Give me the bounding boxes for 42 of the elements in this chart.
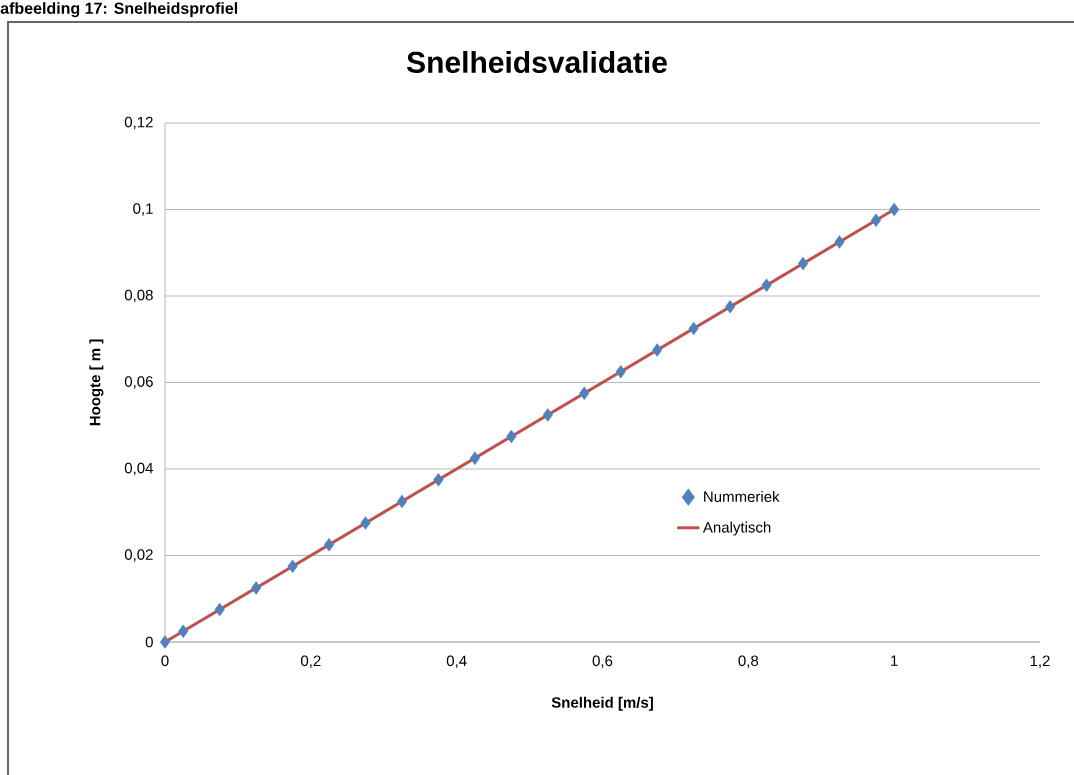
point bbox=[834, 235, 845, 249]
point bbox=[433, 473, 444, 487]
point bbox=[214, 602, 225, 617]
x-tick-label: 0 bbox=[161, 655, 169, 667]
y-tick-label: 0,1 bbox=[133, 203, 153, 216]
x-tick-label: 1 bbox=[891, 655, 898, 666]
point bbox=[159, 635, 171, 649]
legend-label: Nummeriek bbox=[704, 490, 780, 502]
point bbox=[797, 256, 809, 271]
y-tick-label: 0,06 bbox=[124, 376, 153, 389]
x-tick-label: 1,2 bbox=[1030, 655, 1050, 668]
point bbox=[870, 213, 882, 227]
point bbox=[889, 202, 900, 217]
point bbox=[615, 364, 626, 379]
point bbox=[469, 451, 480, 465]
x-tick-label: 0,6 bbox=[592, 655, 613, 668]
x-tick-label: 0,2 bbox=[300, 655, 321, 668]
point bbox=[725, 300, 736, 314]
y-tick-label: 0,08 bbox=[124, 289, 153, 303]
x-axis-title: Snelheid [m/s] bbox=[551, 696, 653, 711]
legend-label: Analytisch bbox=[702, 521, 771, 536]
point bbox=[360, 516, 371, 530]
text: afbeelding 17: Snelheidsprofiel bbox=[0, 2, 238, 18]
point bbox=[542, 408, 553, 422]
y-tick-label: 0,02 bbox=[124, 549, 153, 562]
x-tick-label: 0,4 bbox=[446, 655, 467, 668]
point bbox=[506, 429, 517, 444]
point bbox=[178, 624, 189, 638]
y-axis-title: Hoogte [ m ] bbox=[89, 339, 104, 426]
point bbox=[251, 581, 262, 595]
y-tick-label: 0 bbox=[145, 636, 153, 648]
chart-title: Snelheidsvalidatie bbox=[406, 50, 667, 74]
y-tick-label: 0,04 bbox=[124, 462, 154, 476]
point bbox=[323, 537, 335, 552]
point bbox=[688, 321, 699, 336]
point bbox=[652, 343, 663, 357]
x-tick-label: 0,8 bbox=[738, 655, 759, 668]
point bbox=[396, 494, 408, 509]
point bbox=[579, 386, 590, 400]
point bbox=[761, 278, 772, 292]
point bbox=[287, 559, 298, 573]
y-tick-label: 0,12 bbox=[124, 116, 153, 130]
